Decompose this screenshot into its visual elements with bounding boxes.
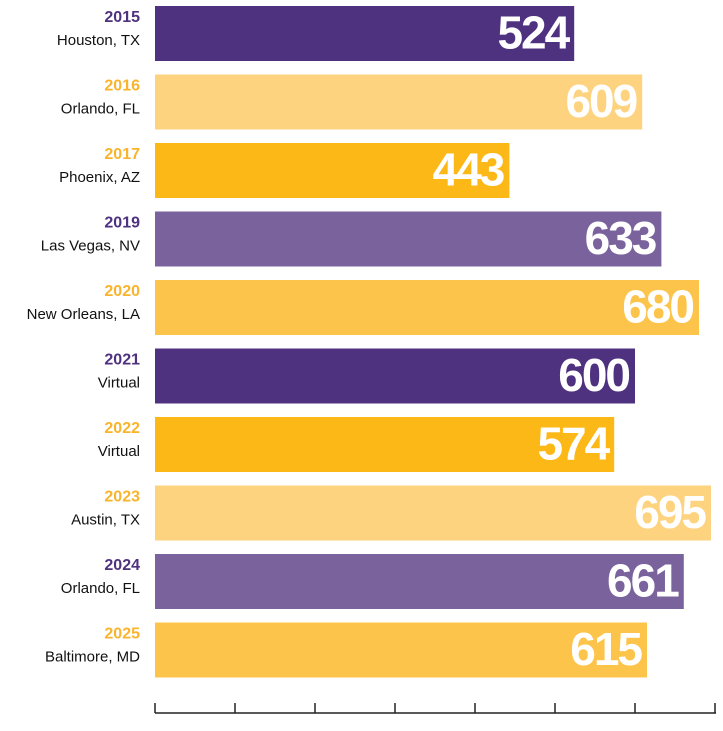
bar bbox=[155, 211, 662, 267]
location-label: Austin, TX bbox=[71, 511, 140, 528]
year-label: 2019 bbox=[104, 215, 140, 232]
year-label: 2023 bbox=[104, 489, 140, 506]
bar bbox=[155, 280, 699, 335]
value-label: 609 bbox=[565, 75, 636, 127]
year-label: 2024 bbox=[104, 557, 140, 574]
year-label: 2021 bbox=[104, 352, 140, 369]
year-label: 2015 bbox=[104, 9, 140, 26]
bar bbox=[155, 622, 647, 678]
year-label: 2020 bbox=[104, 283, 140, 300]
year-label: 2016 bbox=[104, 78, 140, 95]
location-label: Virtual bbox=[98, 443, 140, 460]
location-label: New Orleans, LA bbox=[27, 306, 140, 323]
value-label: 661 bbox=[607, 555, 679, 607]
location-label: Las Vegas, NV bbox=[41, 237, 140, 254]
value-label: 524 bbox=[497, 7, 570, 59]
year-label: 2017 bbox=[104, 146, 140, 163]
year-label: 2022 bbox=[104, 420, 140, 437]
bar bbox=[155, 143, 510, 198]
location-label: Orlando, FL bbox=[61, 100, 140, 117]
value-label: 680 bbox=[622, 281, 693, 333]
location-label: Baltimore, MD bbox=[45, 648, 140, 665]
location-label: Houston, TX bbox=[57, 32, 140, 49]
value-label: 443 bbox=[433, 144, 504, 196]
location-label: Virtual bbox=[98, 374, 140, 391]
bar bbox=[155, 74, 643, 130]
bar bbox=[155, 348, 635, 404]
location-label: Phoenix, AZ bbox=[59, 169, 140, 186]
bar bbox=[155, 485, 711, 541]
bar bbox=[155, 554, 684, 609]
bar bbox=[155, 417, 615, 472]
value-label: 600 bbox=[558, 349, 629, 401]
value-label: 695 bbox=[634, 486, 706, 538]
year-label: 2025 bbox=[104, 626, 140, 643]
location-label: Orlando, FL bbox=[61, 580, 140, 597]
value-label: 633 bbox=[585, 212, 656, 264]
value-label: 615 bbox=[570, 623, 642, 675]
bar bbox=[155, 6, 575, 61]
value-label: 574 bbox=[537, 418, 610, 470]
